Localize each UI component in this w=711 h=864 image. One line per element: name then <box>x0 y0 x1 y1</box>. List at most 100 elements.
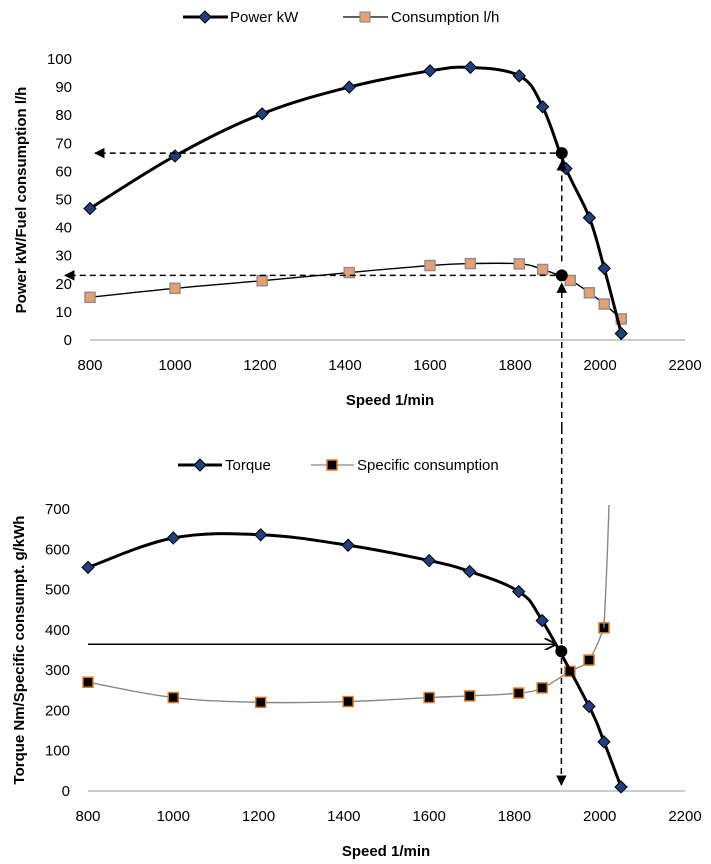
top-x-tick-label: 1400 <box>328 357 361 374</box>
bottom-x-tick-label: 1600 <box>412 808 445 825</box>
consumption-series-point <box>464 257 477 270</box>
power-series-point <box>463 60 478 75</box>
power-series-point <box>168 149 182 163</box>
top-y-tick-label: 90 <box>55 79 72 96</box>
power-series-point <box>614 326 628 341</box>
top-y-tick-label: 30 <box>55 248 72 265</box>
top-x-tick-label: 1200 <box>243 357 276 374</box>
legend-specific-marker <box>326 459 338 471</box>
bottom-y-tick-label: 500 <box>45 582 70 599</box>
power-series-point <box>255 107 269 121</box>
specific-consumption-series-point <box>254 696 267 709</box>
bottom-y-tick-label: 200 <box>45 702 70 719</box>
consumption-series-point <box>513 258 525 270</box>
legend-specific-label: Specific consumption <box>357 457 499 474</box>
bottom-legend: Torque Specific consumption <box>178 457 499 474</box>
power-series-point <box>512 69 526 83</box>
torque-series-point <box>462 564 477 579</box>
bottom-y-tick-label: 300 <box>45 662 70 679</box>
top-x-tick-label: 2000 <box>583 357 616 374</box>
bottom-x-axis-title: Speed 1/min <box>342 843 430 860</box>
torque-series-point <box>582 699 596 714</box>
top-y-tick-label: 80 <box>55 107 72 124</box>
bottom-x-tick-label: 2200 <box>668 808 701 825</box>
top-x-tick-label: 1600 <box>413 357 446 374</box>
consumption-series-point <box>343 266 355 279</box>
consumption-series-point <box>564 274 576 287</box>
power-series-point <box>582 211 597 225</box>
consumption-series-point <box>583 287 596 299</box>
consumption-series-point <box>169 282 181 295</box>
specific-consumption-series-point <box>82 676 94 688</box>
top-x-tick-label: 1000 <box>158 357 191 374</box>
consumption-series-point <box>424 259 436 272</box>
consumption-series-point <box>536 263 549 276</box>
top-y-axis-title: Power kW/Fuel consumption l/h <box>13 87 30 314</box>
top-y-tick-label: 0 <box>64 332 72 349</box>
specific-consumption-series-point <box>423 691 435 704</box>
power-operating-point <box>555 147 568 160</box>
bottom-series-group <box>81 504 628 794</box>
power-series-point <box>423 64 437 78</box>
torque-series-point <box>422 553 436 568</box>
legend-entry-consumption: Consumption l/h <box>343 9 499 26</box>
legend-entry-power: Power kW <box>183 9 299 26</box>
legend-consumption-label: Consumption l/h <box>391 9 499 26</box>
torque-series-point <box>81 560 95 575</box>
power-series-point <box>342 80 356 94</box>
top-legend: Power kW Consumption l/h <box>183 9 499 26</box>
top-x-tick-labels: 800 1000 1200 1400 1600 1800 2000 2200 <box>77 357 701 374</box>
specific-consumption-series-point <box>463 690 476 702</box>
bottom-x-tick-labels: 800 1000 1200 1400 1600 1800 2000 2200 <box>75 808 701 825</box>
bottom-x-tick-label: 1200 <box>242 808 275 825</box>
torque-series-point <box>341 538 355 552</box>
torque-series-point <box>535 613 549 628</box>
top-series-group <box>83 60 628 341</box>
top-y-tick-label: 20 <box>55 276 72 293</box>
top-y-tick-label: 10 <box>55 304 72 321</box>
specific-consumption-series-point <box>167 691 180 704</box>
specific-consumption-tail <box>603 504 610 628</box>
bottom-y-tick-label: 0 <box>62 783 70 800</box>
bottom-x-tick-label: 800 <box>75 808 100 825</box>
bottom-plot: 0 100 200 300 400 500 600 700 800 1000 1200 1400 16… <box>11 501 702 860</box>
top-y-tick-label: 60 <box>55 163 72 180</box>
legend-torque-label: Torque <box>225 457 271 474</box>
top-y-tick-labels: 0 10 20 30 40 50 60 70 80 90 100 <box>47 51 72 349</box>
torque-series-point <box>614 780 628 794</box>
consumption-series-point <box>256 274 268 287</box>
specific-consumption-series-point <box>342 695 354 708</box>
specific-consumption-series-point <box>512 687 525 699</box>
power-series-point <box>535 100 550 114</box>
top-x-tick-label: 2200 <box>668 357 701 374</box>
power-series-point <box>597 261 611 276</box>
consumption-operating-point <box>555 269 568 282</box>
top-annotations <box>63 147 568 428</box>
bottom-x-tick-label: 1400 <box>327 808 360 825</box>
power-series-point <box>83 201 97 216</box>
bottom-y-tick-labels: 0 100 200 300 400 500 600 700 <box>45 501 70 800</box>
top-plot: 0 10 20 30 40 50 60 70 80 90 100 800 1000 1200 1400 16… <box>13 51 702 428</box>
bottom-y-tick-label: 100 <box>45 743 70 760</box>
bottom-y-tick-label: 600 <box>45 541 70 558</box>
torque-series-point <box>253 528 268 542</box>
legend-entry-specific: Specific consumption <box>311 457 499 474</box>
legend-entry-torque: Torque <box>178 457 271 474</box>
legend-torque-marker <box>193 458 207 472</box>
top-y-tick-label: 50 <box>55 192 72 209</box>
bottom-x-tick-label: 2000 <box>583 808 616 825</box>
top-x-tick-label: 1800 <box>498 357 531 374</box>
top-y-tick-label: 100 <box>47 51 72 68</box>
specific-consumption-series-point <box>583 654 595 666</box>
bottom-y-tick-label: 700 <box>45 501 70 518</box>
consumption-series-point <box>598 298 610 310</box>
torque-series-point <box>511 584 526 599</box>
legend-power-marker <box>198 10 212 24</box>
specific-consumption-series-point <box>536 682 548 694</box>
bottom-y-axis-title: Torque Nm/Specific consumpt. g/kWh <box>11 516 28 785</box>
legend-consumption-marker <box>359 11 371 23</box>
legend-power-label: Power kW <box>230 9 299 26</box>
bottom-x-tick-label: 1000 <box>157 808 190 825</box>
top-x-axis-title: Speed 1/min <box>346 392 434 409</box>
